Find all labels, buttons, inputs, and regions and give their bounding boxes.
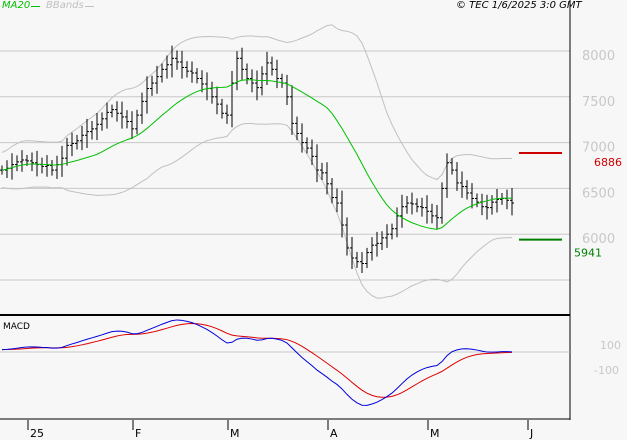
- copyright: © TEC 1/6/2025 3:0 GMT: [456, 0, 582, 11]
- level-label: 6886: [594, 156, 622, 169]
- macd-line: [1, 319, 513, 406]
- macd-signal-line: [1, 323, 513, 398]
- legend-ma20-swatch: [31, 6, 40, 7]
- legend-bbands-swatch: [85, 6, 94, 7]
- x-tick-label: F: [135, 427, 141, 440]
- y-tick-label: 7000: [582, 141, 615, 156]
- x-tick-label: A: [330, 427, 338, 440]
- y-tick-label: 8000: [582, 49, 615, 64]
- macd-tick-label: -100: [594, 364, 619, 377]
- y-tick-label: 6500: [582, 186, 615, 201]
- y-tick-label: 6000: [582, 232, 615, 247]
- bband-upper: [1, 24, 513, 181]
- x-tick-label: M: [430, 427, 440, 440]
- level-label: 5941: [574, 247, 602, 260]
- legend-bbands: BBands: [46, 0, 84, 11]
- macd-tick-label: 100: [600, 339, 621, 352]
- x-tick-label: M: [230, 427, 240, 440]
- macd-label: MACD: [3, 322, 30, 332]
- x-tick-label: J: [529, 427, 533, 440]
- ma20-line: [1, 79, 513, 230]
- x-tick-label: 25: [30, 427, 44, 440]
- bband-lower: [1, 122, 513, 299]
- legend-ma20: MA20: [2, 0, 31, 11]
- y-tick-label: 7500: [582, 95, 615, 110]
